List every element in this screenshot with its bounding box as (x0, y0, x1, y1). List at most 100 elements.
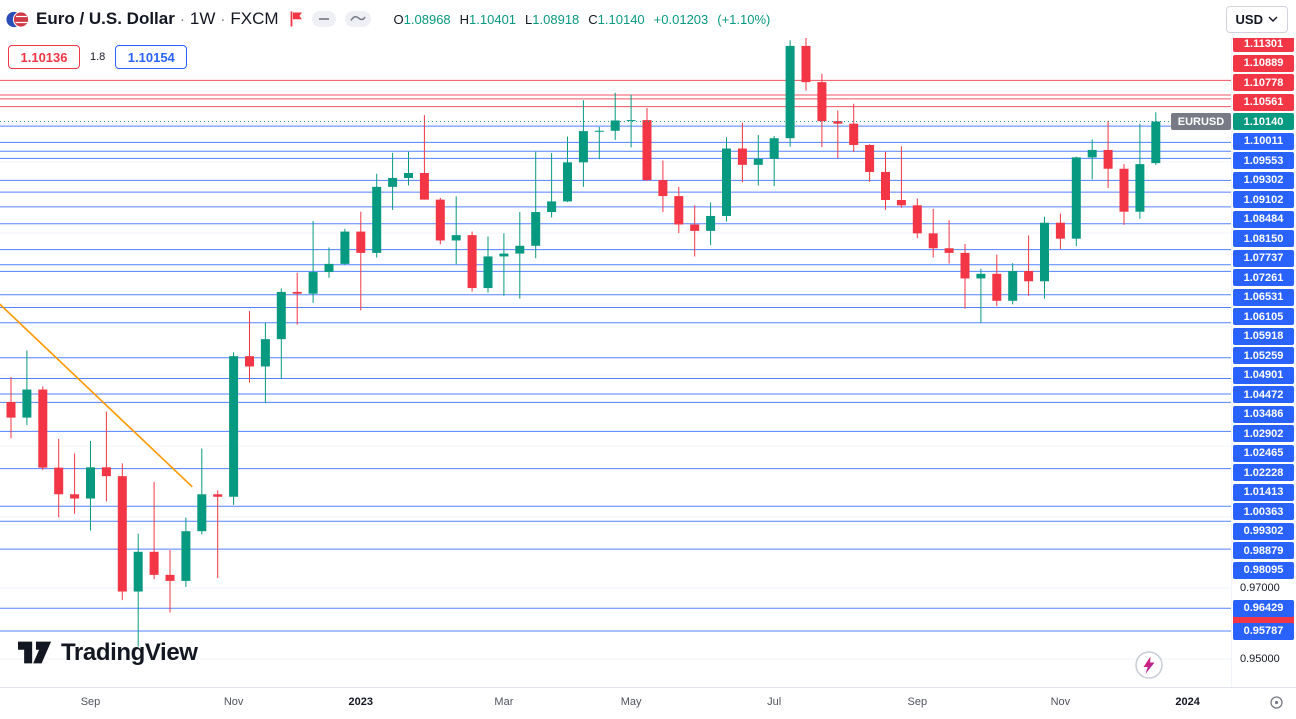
support-level-label[interactable]: 1.09102 (1233, 191, 1294, 209)
candle-body (245, 356, 254, 367)
symbol-title: Euro / U.S. Dollar (36, 9, 175, 28)
candle-body (1008, 270, 1018, 301)
candle-body (690, 224, 700, 231)
time-axis-label: Nov (223, 696, 244, 708)
support-level-label[interactable]: 1.06105 (1233, 308, 1294, 326)
candle-body (1024, 270, 1034, 282)
candle-body (467, 235, 477, 289)
flag-icon[interactable] (290, 11, 303, 27)
support-level-label[interactable]: 1.09302 (1233, 171, 1294, 189)
candle-body (1071, 157, 1081, 239)
candle-body (865, 144, 875, 172)
interval-label[interactable]: 1W (189, 9, 216, 28)
resistance-level-label[interactable]: 1.10778 (1233, 74, 1294, 92)
candle-body (213, 494, 223, 497)
buy-button[interactable]: 1.10154 (115, 45, 188, 69)
candle-body (1055, 222, 1065, 239)
candle-body (54, 467, 64, 495)
support-level-label[interactable]: 1.04472 (1233, 386, 1294, 404)
support-level-label[interactable]: 1.07261 (1233, 269, 1294, 287)
support-level-label[interactable]: 0.99302 (1233, 522, 1294, 540)
pill-wave-button[interactable] (344, 11, 371, 27)
tradingview-logo-icon (18, 641, 52, 664)
support-level-label[interactable]: 0.95787 (1233, 622, 1294, 640)
currency-selector[interactable]: USD (1225, 5, 1288, 33)
candle-body (626, 120, 636, 122)
resistance-level-label[interactable]: 1.11301 (1233, 35, 1294, 53)
symbol-name-tag: EURUSD (1171, 113, 1231, 131)
spark-icon[interactable] (1134, 650, 1164, 685)
low-label: L (525, 11, 533, 27)
time-axis-label: 2023 (348, 696, 374, 708)
candle-body (324, 263, 334, 273)
support-level-label[interactable]: 0.98095 (1233, 561, 1294, 579)
close-label: C (588, 11, 598, 27)
candle-body (404, 173, 413, 178)
candle-body (992, 273, 1002, 301)
support-level-label[interactable]: 1.07737 (1233, 249, 1294, 267)
resistance-level-label[interactable]: 1.10889 (1233, 54, 1294, 72)
candle-body (165, 574, 175, 581)
change-percent: (+1.10%) (717, 11, 771, 27)
scale-settings-icon[interactable] (1269, 695, 1284, 715)
support-level-label[interactable]: 1.09553 (1233, 152, 1294, 170)
candle-body (133, 551, 143, 592)
support-level-label[interactable]: 1.05259 (1233, 347, 1294, 365)
support-level-label[interactable]: 1.04901 (1233, 366, 1294, 384)
support-level-label[interactable]: 1.00363 (1233, 503, 1294, 521)
candle-body (435, 199, 445, 241)
spread-label: 1.8 (80, 51, 116, 63)
candle-body (547, 201, 557, 213)
candle-body (292, 291, 302, 294)
time-axis-label: Sep (907, 696, 928, 708)
chevron-down-icon (1268, 16, 1278, 22)
tradingview-logo[interactable]: TradingView (18, 639, 198, 667)
support-level-label[interactable]: 1.05918 (1233, 327, 1294, 345)
candle-body (785, 45, 795, 139)
time-axis[interactable]: Sep Nov 2023 Mar May Jul Sep Nov 2024 (0, 687, 1296, 719)
candle-body (1135, 164, 1145, 212)
price-scale[interactable]: 0.97000 0.95000 1.10011 1.09553 1.09302 1.091… (1231, 0, 1296, 688)
chart-toolbar: Euro / U.S. Dollar · 1W · FXCM O1.08968 (0, 0, 1296, 38)
candle-body (388, 177, 398, 187)
candle-body (22, 389, 32, 418)
candle-body (960, 252, 970, 279)
open-label: O (393, 11, 404, 27)
support-level-label[interactable]: 1.02228 (1233, 464, 1294, 482)
candle-body (260, 339, 270, 367)
close-value: 1.10140 (597, 11, 645, 27)
candle-body (928, 233, 938, 249)
chart-pane[interactable]: 1.10136 1.8 1.10154 TradingView (0, 0, 1232, 688)
high-label: H (459, 11, 470, 27)
candle-body (563, 162, 572, 202)
support-level-label[interactable]: 1.02465 (1233, 444, 1294, 462)
candle-body (308, 272, 318, 294)
support-level-label[interactable]: 1.01413 (1233, 483, 1294, 501)
time-axis-label: Mar (494, 696, 514, 708)
symbol-title-button[interactable]: Euro / U.S. Dollar · 1W · FXCM (36, 9, 279, 29)
pill-dash-button[interactable] (311, 11, 336, 27)
candlestick-chart[interactable] (0, 0, 1232, 688)
support-level-label[interactable]: 1.03486 (1233, 405, 1294, 423)
resistance-level-label[interactable]: 1.10561 (1233, 93, 1294, 111)
support-level-label[interactable]: 1.08484 (1233, 210, 1294, 228)
support-level-label[interactable]: 1.08150 (1233, 230, 1294, 248)
candle-body (197, 494, 207, 532)
candle-body (849, 123, 859, 145)
trendline[interactable] (0, 300, 193, 488)
candle-body (372, 186, 382, 253)
high-value: 1.10401 (469, 11, 517, 27)
sell-button[interactable]: 1.10136 (8, 45, 80, 69)
candle-body (499, 253, 509, 257)
price-tick-label: 0.97000 (1240, 582, 1280, 594)
support-level-label[interactable]: 1.10011 (1233, 132, 1294, 150)
support-level-label[interactable]: 1.02902 (1233, 425, 1294, 443)
time-axis-label: May (620, 696, 642, 708)
candle-body (38, 389, 48, 468)
support-level-label[interactable]: 0.98879 (1233, 542, 1294, 560)
candle-body (1151, 121, 1161, 164)
currency-label: USD (1235, 11, 1263, 27)
support-level-label[interactable]: 1.06531 (1233, 288, 1294, 306)
support-level-label[interactable]: 0.96429 (1233, 599, 1294, 617)
